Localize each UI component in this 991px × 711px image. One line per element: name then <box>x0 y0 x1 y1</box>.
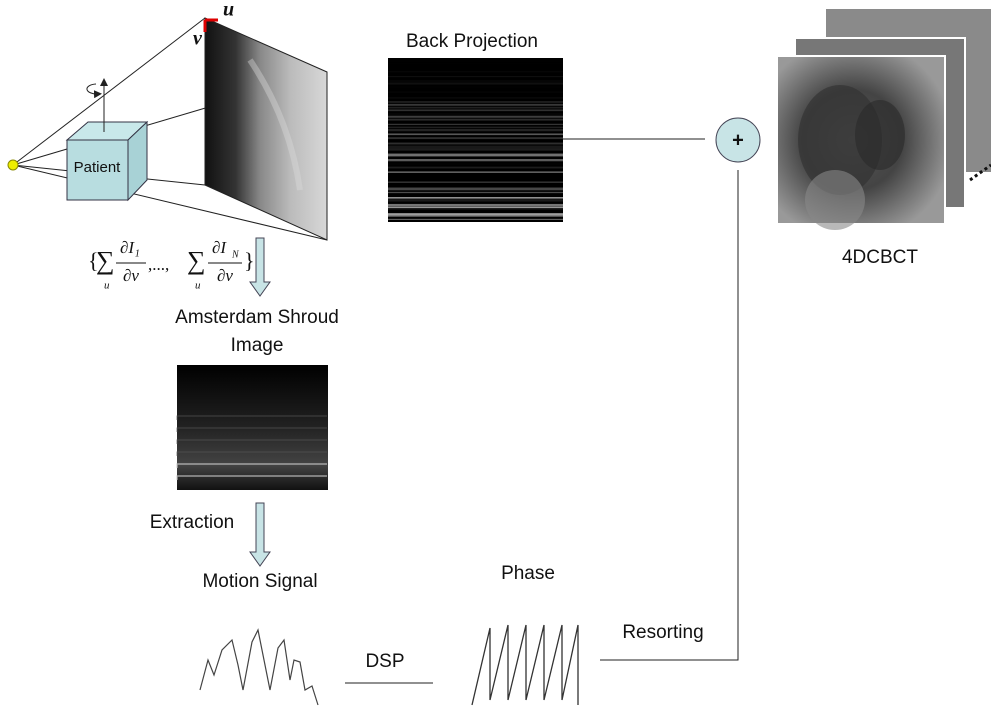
texture <box>388 159 563 161</box>
shroud-title: Amsterdam Shroud <box>175 307 339 328</box>
extraction-label: Extraction <box>150 512 234 533</box>
phase-label: Phase <box>501 563 555 584</box>
texture <box>388 113 563 116</box>
source <box>8 160 18 170</box>
texture <box>388 137 563 139</box>
resorting-line <box>600 170 738 660</box>
texture <box>388 219 563 220</box>
texture <box>388 171 563 173</box>
formula-num: ∂I <box>212 238 227 257</box>
texture <box>388 192 563 193</box>
texture <box>388 127 563 128</box>
formula: { ∑ u ∂I₁ ∂v ,..., ∑ u ∂I N ∂v } <box>88 238 255 292</box>
texture <box>388 91 563 93</box>
texture <box>388 116 563 118</box>
ct-stack <box>777 8 991 230</box>
formula-sum: ∑ <box>187 246 206 275</box>
patient-label: Patient <box>74 159 122 176</box>
resorting-label: Resorting <box>622 622 703 643</box>
texture <box>388 101 563 103</box>
texture <box>388 107 563 109</box>
texture <box>388 182 563 183</box>
texture <box>388 104 563 106</box>
page: {"projection": {"patient": "Patient", "u… <box>0 0 991 711</box>
formula-den: ∂v <box>123 266 139 285</box>
formula-close: } <box>244 248 255 273</box>
texture <box>388 83 563 85</box>
motion-signal <box>200 630 318 705</box>
v-label: v <box>193 28 203 50</box>
plus-label: + <box>732 129 744 151</box>
texture <box>388 209 563 210</box>
texture <box>388 197 563 199</box>
texture <box>388 80 563 82</box>
texture <box>388 109 563 111</box>
motion-signal-label: Motion Signal <box>202 571 317 592</box>
texture <box>388 199 563 201</box>
texture <box>388 60 563 62</box>
formula-num-sub: N <box>231 249 240 260</box>
phase-signal <box>472 625 578 705</box>
texture <box>388 124 563 125</box>
formula-sep: ,..., <box>148 255 169 274</box>
texture <box>388 167 563 169</box>
texture <box>388 129 563 131</box>
texture <box>388 71 563 73</box>
down-arrow <box>250 503 270 566</box>
texture <box>388 177 563 179</box>
texture <box>388 133 563 135</box>
texture <box>388 66 563 69</box>
texture <box>388 62 563 64</box>
texture <box>388 146 563 148</box>
texture <box>388 148 563 151</box>
rotation-arrow <box>87 84 98 94</box>
shroud-title: Image <box>231 335 284 356</box>
output-label: 4DCBCT <box>842 247 918 268</box>
back-projection-label: Back Projection <box>406 31 538 52</box>
texture <box>388 163 563 165</box>
texture <box>388 85 563 88</box>
formula-num: ∂I₁ <box>120 238 140 257</box>
texture <box>388 204 563 207</box>
texture <box>388 213 563 216</box>
texture <box>388 97 563 99</box>
dsp-label: DSP <box>365 651 404 672</box>
texture <box>388 119 563 121</box>
projection-image <box>205 18 327 240</box>
u-label: u <box>223 0 234 21</box>
formula-sub: u <box>104 280 110 292</box>
diagram: Patient u v { ∑ u ∂I₁ ∂v ,..., ∑ u ∂I N … <box>0 0 991 711</box>
formula-den: ∂v <box>217 266 233 285</box>
texture <box>388 207 563 208</box>
texture <box>388 143 563 145</box>
texture <box>388 188 563 191</box>
texture <box>388 216 563 217</box>
texture <box>388 76 563 77</box>
formula-sub: u <box>195 280 201 292</box>
texture <box>388 154 563 157</box>
formula-sum: ∑ <box>96 246 115 275</box>
